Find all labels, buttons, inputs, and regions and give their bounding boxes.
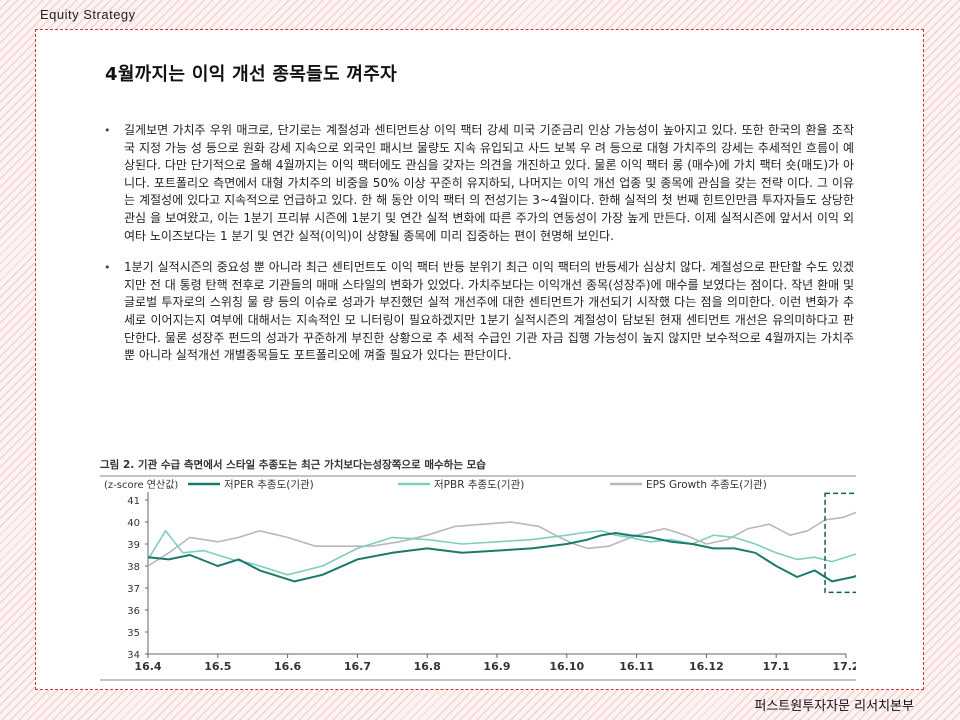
bullet-paragraph-2: 1분기 실적시즌의 중요성 뿐 아니라 최근 센티먼트도 이익 팩터 반등 분위… <box>104 259 854 365</box>
x-tick-label: 17.2 <box>832 660 856 673</box>
y-axis-label: (z-score 연산값) <box>104 479 178 491</box>
x-tick-label: 16.8 <box>414 660 441 673</box>
x-tick-label: 16.9 <box>483 660 510 673</box>
x-tick-label: 16.6 <box>274 660 301 673</box>
y-tick-label: 34 <box>127 650 140 661</box>
chart-svg: (z-score 연산값) 34 35 36 37 38 39 40 41 16.4 16.5 16.… <box>100 475 856 681</box>
page-title: 4월까지는 이익 개선 종목들도 껴주자 <box>105 64 397 85</box>
report-page: 4월까지는 이익 개선 종목들도 껴주자 길게보면 가치주 우위 매크로, 단기… <box>35 29 924 690</box>
highlight-box <box>824 492 856 594</box>
series-line-3 <box>147 511 856 567</box>
y-tick-label: 39 <box>127 540 140 551</box>
figure-caption: 그림 2. 기관 수급 측면에서 스타일 추종도는 최근 가치보다는성장쪽으로 … <box>100 459 486 471</box>
legend-label-2: 저PBR 추종도(기관) <box>434 479 524 491</box>
x-tick-label: 17.1 <box>763 660 790 673</box>
series-line-1 <box>147 532 856 583</box>
x-tick-label: 16.10 <box>549 660 584 673</box>
y-tick-label: 38 <box>127 562 140 573</box>
style-tracking-chart: (z-score 연산값) 34 35 36 37 38 39 40 41 16.4 16.5 16.… <box>100 474 856 682</box>
x-tick-label: 16.12 <box>689 660 724 673</box>
bullet-list: 길게보면 가치주 우위 매크로, 단기로는 계절성과 센티먼트상 이익 팩터 강… <box>104 122 854 379</box>
bullet-paragraph-1: 길게보면 가치주 우위 매크로, 단기로는 계절성과 센티먼트상 이익 팩터 강… <box>104 122 854 245</box>
footer-org: 퍼스트원투자자문 리서치본부 <box>754 699 914 714</box>
y-tick-label: 37 <box>127 584 140 595</box>
series-line-2 <box>147 529 856 576</box>
x-tick-label: 16.7 <box>344 660 371 673</box>
section-label: Equity Strategy <box>40 7 136 22</box>
y-tick-label: 35 <box>127 628 140 639</box>
y-tick-label: 40 <box>127 518 140 529</box>
x-tick-label: 16.4 <box>134 660 161 673</box>
y-tick-label: 41 <box>127 496 140 507</box>
legend-label-1: 저PER 추종도(기관) <box>224 479 314 491</box>
x-tick-label: 16.5 <box>204 660 231 673</box>
legend-label-3: EPS Growth 추종도(기관) <box>646 479 767 491</box>
y-tick-label: 36 <box>127 606 140 617</box>
x-tick-label: 16.11 <box>619 660 654 673</box>
